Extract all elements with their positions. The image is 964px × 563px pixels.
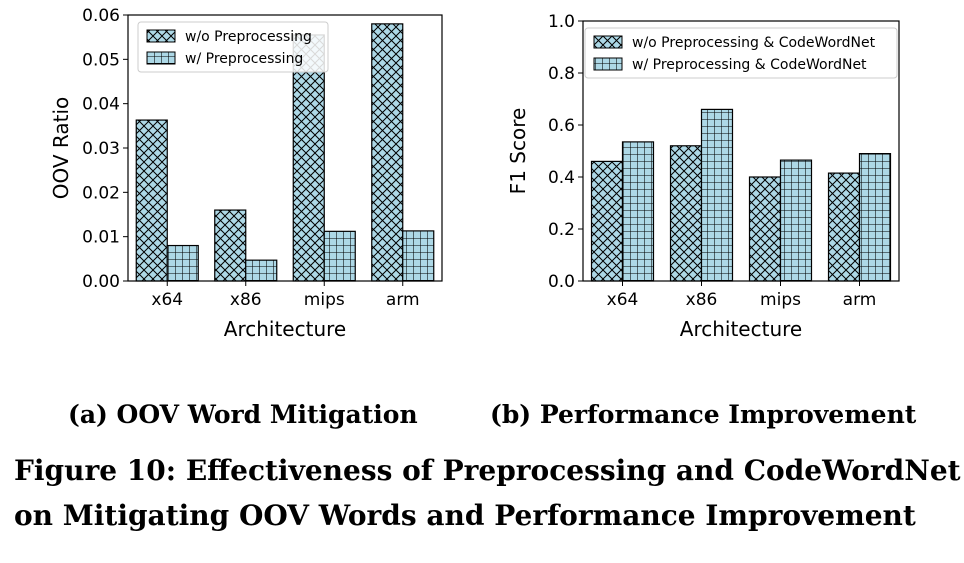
legend: w/o Preprocessing & CodeWordNet w/ Prepro… bbox=[584, 27, 898, 79]
legend-swatch bbox=[593, 57, 623, 71]
bar-arm-series-1 bbox=[371, 23, 404, 282]
legend-swatch bbox=[593, 35, 623, 49]
plot-frame bbox=[127, 14, 443, 282]
bar-x86-series-2 bbox=[700, 108, 734, 282]
bar-x64-series-1 bbox=[590, 160, 624, 282]
x-axis-label: Architecture bbox=[224, 317, 346, 341]
x-axis-label: Architecture bbox=[680, 317, 802, 341]
legend-swatch bbox=[146, 51, 176, 65]
bar-x64-series-2 bbox=[621, 141, 655, 282]
y-tick-label: 0.04 bbox=[82, 95, 120, 115]
x-tick-label: x86 bbox=[686, 290, 718, 310]
bar-x86-series-1 bbox=[669, 145, 703, 282]
x-tick-label: mips bbox=[304, 290, 345, 310]
legend-box bbox=[584, 27, 898, 79]
y-tick-label: 1.0 bbox=[548, 12, 575, 32]
bar-mips-series-1 bbox=[748, 176, 782, 282]
legend-entry-label: w/o Preprocessing bbox=[185, 29, 312, 45]
y-axis-label: OOV Ratio bbox=[49, 97, 73, 200]
bar-x64-series-2 bbox=[166, 244, 199, 282]
x-tick-label: x64 bbox=[607, 290, 639, 310]
legend-entry-label: w/o Preprocessing & CodeWordNet bbox=[632, 35, 876, 51]
bar-arm-series-2 bbox=[858, 153, 892, 282]
legend-swatch bbox=[146, 29, 176, 43]
bar-x86-series-2 bbox=[245, 259, 278, 282]
figure-caption-line-2: on Mitigating OOV Words and Performance … bbox=[14, 499, 916, 532]
y-tick-label: 0.6 bbox=[548, 116, 575, 136]
legend-entry-label: w/ Preprocessing bbox=[185, 51, 303, 67]
y-tick-label: 0.8 bbox=[548, 64, 575, 84]
y-tick-label: 0.06 bbox=[82, 6, 120, 26]
x-tick-label: arm bbox=[843, 290, 877, 310]
y-tick-label: 0.00 bbox=[82, 272, 120, 292]
f1-score-chart: x64 x86 mips arm 0.0 0.2 0.4 0.6 0.8 1.0 Architect… bbox=[506, 12, 900, 341]
legend-box bbox=[137, 21, 329, 73]
bar-arm-series-1 bbox=[827, 172, 861, 282]
bar-arm-series-2 bbox=[402, 230, 435, 282]
figure-caption-line-1: Figure 10: Effectiveness of Preprocessin… bbox=[14, 454, 961, 487]
subcaption-a: (a) OOV Word Mitigation bbox=[68, 400, 418, 429]
figure-canvas: x64 x86 mips arm 0.00 0.01 0.02 0.03 0.04 0.05 0.0… bbox=[49, 6, 900, 341]
y-tick-label: 0.2 bbox=[548, 220, 575, 240]
y-tick-label: 0.02 bbox=[82, 183, 120, 203]
y-tick-label: 0.0 bbox=[548, 272, 575, 292]
bar-x86-series-1 bbox=[214, 209, 247, 282]
legend-entry-label: w/ Preprocessing & CodeWordNet bbox=[632, 57, 867, 73]
bar-mips-series-1 bbox=[292, 34, 325, 282]
legend: w/o Preprocessing w/ Preprocessing bbox=[137, 21, 329, 73]
bar-mips-series-2 bbox=[779, 159, 813, 282]
bar-mips-series-2 bbox=[323, 230, 356, 282]
x-tick-label: x64 bbox=[151, 290, 183, 310]
y-tick-label: 0.4 bbox=[548, 168, 575, 188]
x-tick-label: arm bbox=[386, 290, 420, 310]
y-tick-label: 0.01 bbox=[82, 228, 120, 248]
y-tick-label: 0.03 bbox=[82, 139, 120, 159]
x-tick-label: x86 bbox=[230, 290, 262, 310]
y-axis-label: F1 Score bbox=[506, 108, 530, 195]
bar-x64-series-1 bbox=[135, 119, 168, 282]
subcaption-b: (b) Performance Improvement bbox=[490, 400, 917, 429]
plot-frame bbox=[582, 20, 900, 282]
oov-ratio-chart: x64 x86 mips arm 0.00 0.01 0.02 0.03 0.04 0.05 0.0… bbox=[49, 6, 443, 341]
y-tick-label: 0.05 bbox=[82, 50, 120, 70]
x-tick-label: mips bbox=[760, 290, 801, 310]
